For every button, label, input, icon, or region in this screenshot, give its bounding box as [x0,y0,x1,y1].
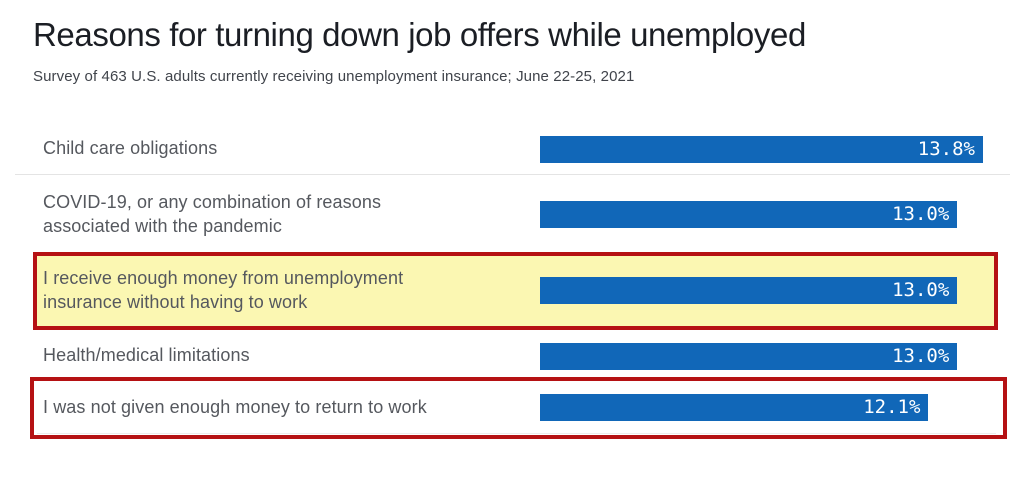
chart-row: I was not given enough money to return t… [0,376,1024,439]
chart-row: COVID-19, or any combination of reasons … [0,182,1024,248]
row-label: I receive enough money from unemployment… [43,268,404,312]
bar-chart: Child care obligations 13.8% COVID-19, o… [0,124,1024,439]
row-label: Health/medical limitations [43,345,250,366]
bar-value: 13.0% [892,279,950,302]
bar-value: 13.8% [917,137,975,160]
row-label: Child care obligations [43,138,218,159]
chart-row: Health/medical limitations 13.0% [0,336,1024,377]
bar-value: 13.0% [892,203,950,226]
chart-row: Child care obligations 13.8% [0,124,1024,175]
row-label: I was not given enough money to return t… [43,396,427,417]
row-divider [15,173,1010,175]
highlight-box [30,376,1007,439]
bar-track: 13.0% [540,277,983,305]
chart-row: I receive enough money from unemployment… [0,251,1024,330]
bar-value: 12.1% [863,396,921,419]
bar: 13.0% [540,342,958,370]
bar-track: 13.0% [540,342,983,370]
bar-track: 13.8% [540,135,983,163]
bar-track: 12.1% [540,394,983,422]
bar: 12.1% [540,394,929,422]
bar-value: 13.0% [892,344,950,367]
bar: 13.0% [540,277,958,305]
bar: 13.8% [540,135,983,163]
row-divider [37,432,996,434]
bar-track: 13.0% [540,201,983,229]
page-title: Reasons for turning down job offers whil… [33,16,806,53]
bar: 13.0% [540,201,958,229]
row-label: COVID-19, or any combination of reasons … [43,192,382,236]
page-subtitle: Survey of 463 U.S. adults currently rece… [33,67,635,85]
